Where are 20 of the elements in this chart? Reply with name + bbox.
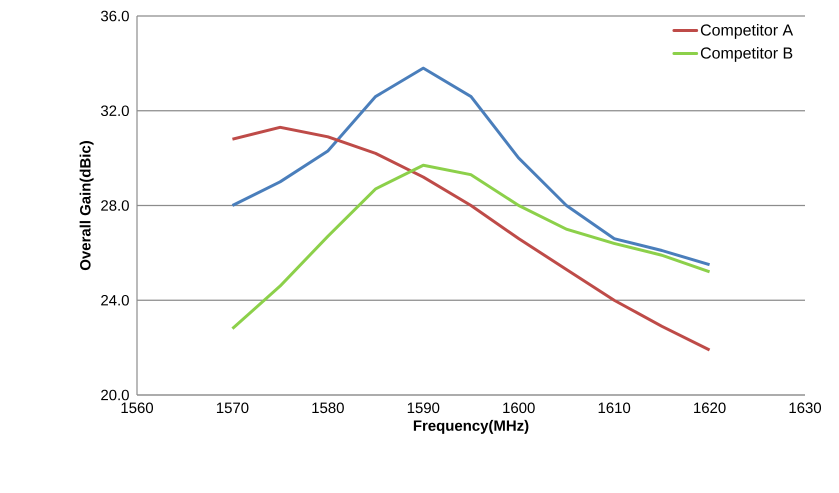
y-tick-label: 32.0 (100, 105, 129, 116)
y-tick-label: 20.0 (101, 390, 129, 400)
x-tick-label: 1590 (408, 402, 440, 414)
line-series (230, 66, 712, 266)
x-tick-label: 1570 (216, 402, 248, 414)
line-series (230, 164, 712, 330)
x-tick-label: 1620 (694, 402, 726, 414)
x-tick-label: 1560 (122, 402, 154, 414)
legend-label: Competitor A (700, 24, 794, 39)
x-tick-label: 1630 (790, 402, 822, 414)
y-axis-title: Overall Gain(dBic) (80, 141, 94, 270)
y-tick-label: 36.0 (100, 10, 129, 22)
x-tick-label: 1610 (598, 402, 630, 414)
legend-label: Competitor B (700, 46, 792, 62)
x-axis-title: Frequency(MHz) (414, 420, 528, 434)
line-series (230, 126, 712, 352)
y-tick-label: 24.0 (101, 294, 129, 306)
x-tick-label: 1600 (503, 402, 535, 414)
x-tick-label: 1580 (312, 402, 344, 414)
y-tick-label: 28.0 (101, 200, 129, 211)
